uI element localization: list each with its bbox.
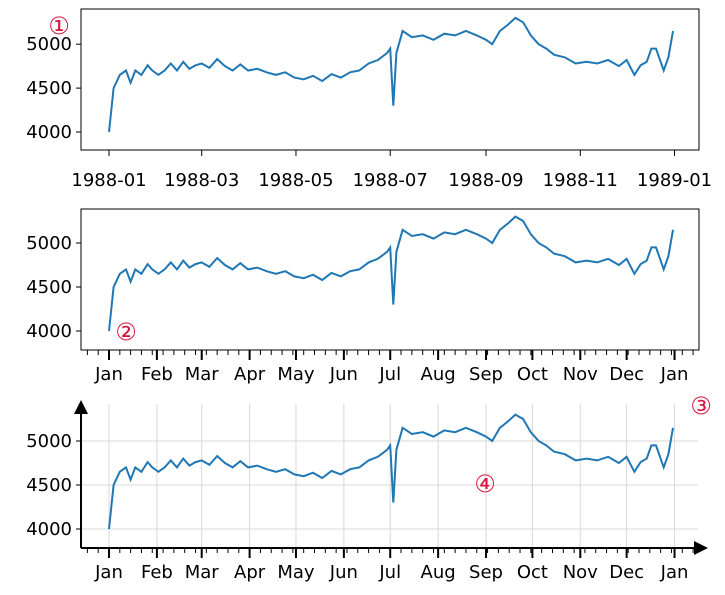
x-tick-label: Dec — [609, 364, 644, 385]
panel-1: 4000 4500 5000 1988-01 1988-03 1988-05 1988-0… — [26, 8, 712, 191]
x-tick-label: Apr — [234, 562, 266, 583]
x-tick-label: Jun — [329, 364, 358, 385]
x-tick-label: Nov — [563, 364, 598, 385]
x-tick-label: Jun — [329, 562, 358, 583]
x-tick-label: Oct — [517, 562, 548, 583]
panel-2: 4000 4500 5000 Jan Feb Mar Apr May Jun Jul Aug Sep… — [26, 208, 700, 385]
y-tick-label: 4500 — [26, 78, 72, 99]
x-tick-label: Sep — [469, 364, 503, 385]
x-tick-label: Feb — [141, 364, 173, 385]
panel-3: 4000 4500 5000 Jan Feb Mar Apr May Jun Jul Aug Sep… — [26, 392, 712, 583]
x-tick-label: Aug — [421, 364, 456, 385]
x-tick-label: 1988-07 — [353, 170, 428, 191]
marker-1: ① — [48, 12, 70, 40]
marker-4: ④ — [474, 470, 496, 498]
y-tick-label: 5000 — [26, 431, 72, 452]
x-tick-label: Jan — [660, 364, 689, 385]
y-tick-label: 4500 — [26, 475, 72, 496]
y-tick-label: 4000 — [26, 519, 72, 540]
series-line-panel-2 — [108, 215, 674, 332]
x-tick-label: Jan — [94, 364, 123, 385]
y-tick-label: 5000 — [26, 34, 72, 55]
series-line-panel-3 — [108, 413, 674, 530]
x-tick-label: 1988-01 — [71, 170, 146, 191]
x-tick-label: Jan — [660, 562, 689, 583]
x-tick-label: Oct — [517, 364, 548, 385]
x-tick-label: 1988-05 — [258, 170, 333, 191]
x-tick-label: Nov — [563, 562, 598, 583]
x-tick-label: Jan — [94, 562, 123, 583]
y-tick-label: 4000 — [26, 122, 72, 143]
x-tick-label: 1989-01 — [637, 170, 712, 191]
marker-2: ② — [115, 318, 137, 346]
y-tick-label: 5000 — [26, 233, 72, 254]
y-tick-label: 4500 — [26, 277, 72, 298]
x-tick-label: Mar — [185, 562, 220, 583]
x-tick-label: Mar — [185, 364, 220, 385]
series-line-panel-1 — [108, 16, 674, 133]
x-tick-label: May — [277, 364, 315, 385]
x-axis-arrow — [694, 541, 708, 555]
panel-1-frame — [80, 8, 700, 151]
x-tick-label: 1988-11 — [543, 170, 618, 191]
x-tick-label: May — [277, 562, 315, 583]
x-tick-label: 1988-03 — [164, 170, 239, 191]
panel-2-frame — [80, 208, 700, 351]
x-tick-label: Apr — [234, 364, 266, 385]
y-tick-label: 4000 — [26, 321, 72, 342]
x-tick-label: Sep — [469, 562, 503, 583]
y-axis-arrow — [74, 400, 88, 414]
x-tick-label: Jul — [378, 364, 401, 385]
x-tick-label: 1988-09 — [448, 170, 523, 191]
marker-3: ③ — [690, 392, 712, 420]
x-tick-label: Feb — [141, 562, 173, 583]
x-tick-label: Aug — [421, 562, 456, 583]
x-tick-label: Dec — [609, 562, 644, 583]
x-tick-label: Jul — [378, 562, 401, 583]
